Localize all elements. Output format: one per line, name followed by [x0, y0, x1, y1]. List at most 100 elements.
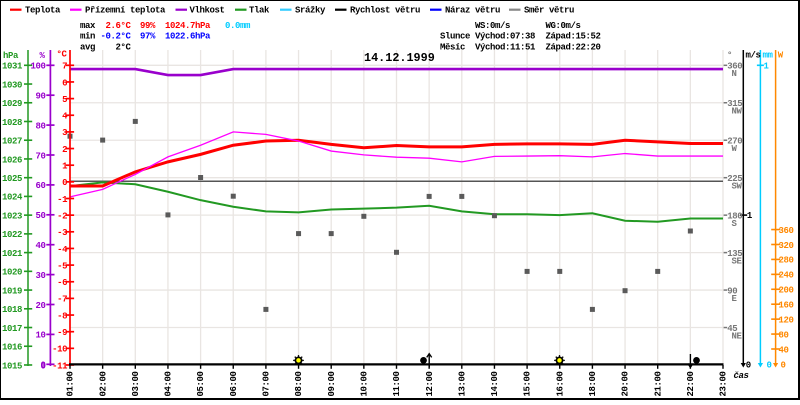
svg-text:S: S — [732, 219, 738, 229]
svg-text:97%: 97% — [140, 32, 156, 42]
svg-text:mm: mm — [763, 51, 774, 61]
svg-text:14:00: 14:00 — [490, 371, 500, 396]
svg-text:10: 10 — [35, 331, 45, 341]
svg-text:03:00: 03:00 — [131, 371, 141, 396]
svg-text:4: 4 — [62, 112, 68, 122]
svg-text:W: W — [732, 144, 738, 154]
svg-text:1022.6hPa: 1022.6hPa — [165, 32, 211, 42]
svg-text:Západ:15:52: Západ:15:52 — [546, 32, 601, 42]
svg-text:Slunce: Slunce — [440, 32, 470, 42]
svg-text:50: 50 — [35, 211, 45, 221]
svg-text:3: 3 — [62, 128, 67, 138]
svg-text:07:00: 07:00 — [262, 371, 272, 396]
svg-text:5: 5 — [62, 95, 67, 105]
svg-text:-3: -3 — [57, 228, 67, 238]
svg-text:-10: -10 — [52, 345, 67, 355]
svg-text:W: W — [778, 51, 784, 61]
svg-text:2.6°C: 2.6°C — [105, 21, 131, 31]
svg-text:80: 80 — [779, 330, 789, 340]
svg-text:Srážky: Srážky — [295, 5, 326, 15]
svg-text:13:00: 13:00 — [457, 371, 467, 396]
svg-text:30: 30 — [35, 271, 45, 281]
svg-text:16:00: 16:00 — [555, 371, 565, 396]
svg-text:1021: 1021 — [2, 249, 23, 259]
svg-text:14.12.1999: 14.12.1999 — [364, 51, 435, 65]
svg-text:-4: -4 — [57, 245, 68, 255]
svg-text:min: min — [80, 32, 95, 42]
svg-text:Náraz větru: Náraz větru — [445, 5, 500, 15]
svg-text:1028: 1028 — [2, 118, 22, 128]
svg-text:Teplota: Teplota — [25, 5, 61, 15]
svg-text:60: 60 — [35, 181, 45, 191]
svg-text:E: E — [732, 294, 738, 304]
svg-text:Západ:22:20: Západ:22:20 — [546, 42, 601, 52]
svg-text:1018: 1018 — [2, 305, 22, 315]
svg-text:-7: -7 — [57, 295, 67, 305]
svg-text:320: 320 — [779, 241, 794, 251]
svg-text:40: 40 — [779, 345, 789, 355]
svg-text:1030: 1030 — [2, 80, 22, 90]
svg-text:135: 135 — [727, 249, 742, 259]
svg-text:20:00: 20:00 — [621, 371, 631, 396]
svg-text:315: 315 — [727, 99, 742, 109]
svg-text:0: 0 — [767, 361, 772, 371]
svg-text:1016: 1016 — [2, 343, 22, 353]
svg-text:WG:0m/s: WG:0m/s — [546, 21, 581, 31]
svg-text:160: 160 — [779, 301, 794, 311]
svg-text:2°C: 2°C — [115, 42, 131, 52]
svg-text:6: 6 — [62, 78, 67, 88]
svg-text:WS:0m/s: WS:0m/s — [475, 21, 510, 31]
svg-text:90: 90 — [35, 92, 45, 102]
svg-text:120: 120 — [779, 315, 794, 325]
svg-text:-8: -8 — [57, 311, 67, 321]
svg-text:čas: čas — [734, 371, 749, 381]
svg-text:-0.2°C: -0.2°C — [100, 32, 131, 42]
svg-text:Tlak: Tlak — [249, 5, 270, 15]
svg-text:180: 180 — [727, 211, 742, 221]
svg-text:225: 225 — [727, 174, 742, 184]
svg-text:01:00: 01:00 — [66, 371, 76, 396]
svg-text:SE: SE — [732, 256, 743, 266]
svg-text:0: 0 — [40, 361, 45, 371]
svg-text:23:00: 23:00 — [719, 371, 729, 396]
svg-text:200: 200 — [779, 286, 794, 296]
svg-text:20: 20 — [35, 301, 45, 311]
svg-text:10:00: 10:00 — [359, 371, 369, 396]
svg-text:11:00: 11:00 — [392, 371, 402, 396]
svg-text:09:00: 09:00 — [327, 371, 337, 396]
svg-text:-1: -1 — [57, 195, 68, 205]
svg-text:-11: -11 — [52, 361, 68, 371]
svg-text:1031: 1031 — [2, 62, 23, 72]
svg-text:02:00: 02:00 — [98, 371, 108, 396]
svg-text:avg: avg — [80, 42, 95, 52]
svg-text:Východ:11:51: Východ:11:51 — [475, 42, 536, 52]
svg-text:Vlhkost: Vlhkost — [190, 5, 225, 15]
svg-text:40: 40 — [35, 241, 45, 251]
svg-text:1029: 1029 — [2, 99, 22, 109]
svg-text:1015: 1015 — [2, 361, 22, 371]
svg-text:1020: 1020 — [2, 268, 22, 278]
svg-text:1022: 1022 — [2, 230, 22, 240]
svg-text:18:00: 18:00 — [588, 371, 598, 396]
svg-text:45: 45 — [727, 324, 737, 334]
svg-text:-2: -2 — [57, 211, 67, 221]
svg-text:280: 280 — [779, 256, 794, 266]
svg-text:99%: 99% — [140, 21, 156, 31]
svg-text:21:00: 21:00 — [653, 371, 663, 396]
svg-text:1024.7hPa: 1024.7hPa — [165, 21, 211, 31]
svg-text:max: max — [80, 21, 96, 31]
svg-text:Východ:07:38: Východ:07:38 — [475, 32, 535, 42]
svg-text:0: 0 — [746, 361, 751, 371]
svg-text:360: 360 — [779, 226, 794, 236]
svg-text:360: 360 — [727, 62, 742, 72]
svg-text:SW: SW — [732, 181, 743, 191]
svg-text:05:00: 05:00 — [196, 371, 206, 396]
svg-text:08:00: 08:00 — [294, 371, 304, 396]
svg-text:12:00: 12:00 — [425, 371, 435, 396]
svg-text:100: 100 — [30, 62, 45, 72]
svg-text:7: 7 — [62, 62, 67, 72]
svg-text:0: 0 — [62, 178, 67, 188]
svg-text:90: 90 — [727, 286, 737, 296]
svg-text:1025: 1025 — [2, 174, 22, 184]
svg-text:Rychlost větru: Rychlost větru — [350, 5, 420, 15]
